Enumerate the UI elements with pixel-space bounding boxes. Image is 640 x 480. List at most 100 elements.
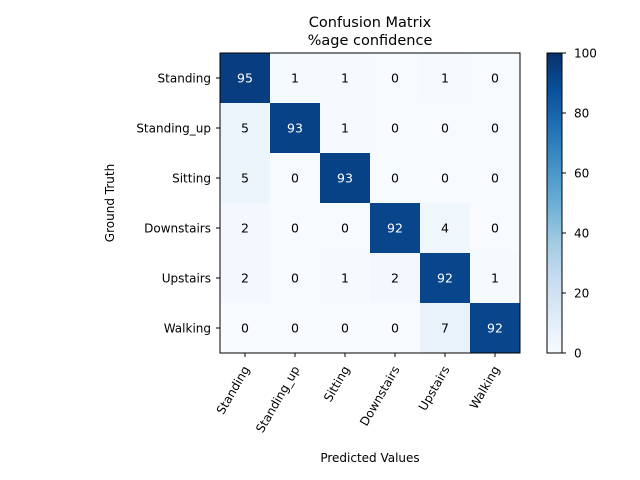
- heatmap-cell: [220, 153, 271, 204]
- heatmap-cell: [270, 53, 321, 104]
- cell-value-label: 1: [341, 271, 349, 286]
- heatmap-cell: [470, 303, 521, 354]
- heatmap-cell: [420, 53, 471, 104]
- heatmap-cell: [320, 153, 371, 204]
- heatmap-cell: [470, 153, 521, 204]
- colorbar-tick-label: 20: [574, 287, 589, 301]
- y-tick-label: Standing_up: [136, 122, 211, 136]
- heatmap-cell: [470, 253, 521, 304]
- heatmap-cell: [270, 103, 321, 154]
- chart-subtitle: %age confidence: [308, 33, 433, 49]
- cell-value-label: 7: [441, 321, 449, 336]
- heatmap-cell: [220, 203, 271, 254]
- cell-value-label: 2: [391, 271, 399, 286]
- heatmap-cell-labels: 95 1 1 0 1 0 5 93 1 0 0 0 5 0 93 0 0 0 2 0 0 92 4 0 2 0 1 2 92 1 0 0 0 0 7…: [237, 71, 503, 336]
- heatmap-cell: [470, 53, 521, 104]
- heatmap-cell: [320, 53, 371, 104]
- x-axis-label: Predicted Values: [320, 451, 419, 465]
- heatmap-cell: [270, 253, 321, 304]
- cell-value-label: 2: [241, 271, 249, 286]
- heatmap-cell: [320, 203, 371, 254]
- heatmap-cell: [470, 203, 521, 254]
- x-tick-label: Upstairs: [416, 364, 453, 414]
- heatmap-cell: [270, 303, 321, 354]
- cell-value-label: 1: [441, 71, 449, 86]
- cell-value-label: 95: [237, 71, 253, 86]
- plot-frame: [219, 52, 521, 354]
- y-axis-ticks: Standing Standing_up Sitting Downstairs Upst…: [136, 72, 220, 336]
- colorbar-tick-label: 80: [574, 107, 589, 121]
- cell-value-label: 93: [287, 121, 303, 136]
- heatmap-cell: [270, 153, 321, 204]
- x-tick-label: Sitting: [321, 364, 353, 405]
- cell-value-label: 5: [241, 121, 249, 136]
- heatmap-cell: [370, 253, 421, 304]
- cell-value-label: 0: [391, 171, 399, 186]
- cell-value-label: 0: [491, 71, 499, 86]
- heatmap-cell: [320, 103, 371, 154]
- x-tick-label: Standing_up: [253, 364, 302, 436]
- heatmap-cell: [220, 53, 271, 104]
- cell-value-label: 0: [341, 221, 349, 236]
- heatmap-cells: [220, 53, 521, 354]
- cell-value-label: 1: [491, 271, 499, 286]
- heatmap-cell: [320, 303, 371, 354]
- heatmap-cell: [420, 153, 471, 204]
- y-axis-label: Ground Truth: [103, 164, 117, 242]
- cell-value-label: 92: [487, 321, 503, 336]
- heatmap-cell: [370, 203, 421, 254]
- cell-value-label: 0: [391, 71, 399, 86]
- cell-value-label: 2: [241, 221, 249, 236]
- colorbar: [546, 52, 563, 354]
- cell-value-label: 0: [241, 321, 249, 336]
- colorbar-ticks: 0 20 40 60 80 100: [562, 47, 597, 361]
- heatmap-cell: [220, 103, 271, 154]
- cell-value-label: 92: [437, 271, 453, 286]
- x-tick-label: Walking: [467, 364, 503, 412]
- heatmap-cell: [320, 253, 371, 304]
- y-tick-label: Standing: [158, 72, 211, 86]
- chart-title: Confusion Matrix: [309, 15, 432, 31]
- heatmap-cell: [370, 153, 421, 204]
- heatmap-cell: [470, 103, 521, 154]
- cell-value-label: 0: [491, 171, 499, 186]
- heatmap-cell: [420, 203, 471, 254]
- cell-value-label: 4: [441, 221, 449, 236]
- heatmap-cell: [420, 103, 471, 154]
- x-tick-label: Standing: [214, 364, 253, 417]
- heatmap-cell: [370, 303, 421, 354]
- cell-value-label: 1: [291, 71, 299, 86]
- y-tick-label: Sitting: [172, 172, 211, 186]
- cell-value-label: 0: [341, 321, 349, 336]
- heatmap-cell: [220, 303, 271, 354]
- colorbar-tick-label: 40: [574, 227, 589, 241]
- cell-value-label: 0: [291, 271, 299, 286]
- colorbar-tick-label: 0: [574, 347, 582, 361]
- cell-value-label: 0: [391, 121, 399, 136]
- colorbar-tick-label: 100: [574, 47, 597, 61]
- heatmap-cell: [220, 253, 271, 304]
- cell-value-label: 92: [387, 221, 403, 236]
- heatmap-cell: [370, 103, 421, 154]
- cell-value-label: 1: [341, 71, 349, 86]
- cell-value-label: 5: [241, 171, 249, 186]
- heatmap-cell: [420, 303, 471, 354]
- x-axis-ticks: Standing Standing_up Sitting Downstairs Upst…: [214, 353, 503, 435]
- cell-value-label: 0: [291, 221, 299, 236]
- y-tick-label: Upstairs: [162, 272, 211, 286]
- cell-value-label: 0: [491, 221, 499, 236]
- cell-value-label: 1: [341, 121, 349, 136]
- heatmap-cell: [420, 253, 471, 304]
- colorbar-tick-label: 60: [574, 167, 589, 181]
- y-tick-label: Downstairs: [144, 222, 211, 236]
- x-tick-label: Downstairs: [357, 364, 403, 429]
- heatmap-cell: [370, 53, 421, 104]
- cell-value-label: 0: [291, 171, 299, 186]
- heatmap-cell: [270, 203, 321, 254]
- cell-value-label: 0: [491, 121, 499, 136]
- cell-value-label: 93: [337, 171, 353, 186]
- y-tick-label: Walking: [164, 322, 211, 336]
- cell-value-label: 0: [441, 121, 449, 136]
- cell-value-label: 0: [291, 321, 299, 336]
